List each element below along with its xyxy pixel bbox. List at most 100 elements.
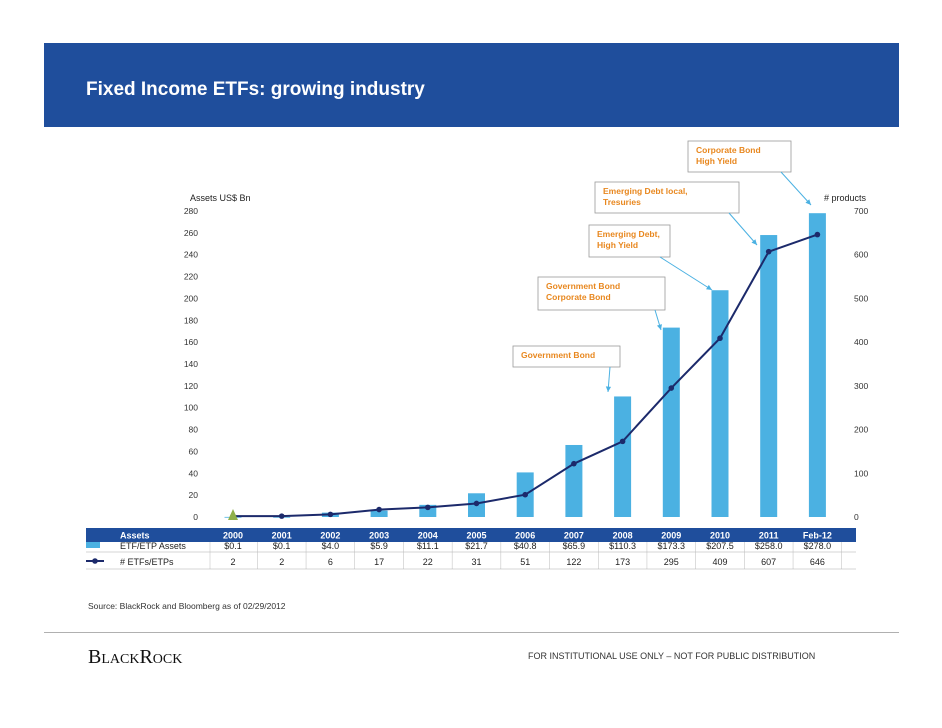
assets-value-2011: $258.0: [755, 541, 783, 551]
left-axis-tick-40: 40: [189, 468, 199, 478]
assets-value-2007: $65.9: [563, 541, 586, 551]
annotation-arrowhead-2009: [656, 324, 662, 330]
table-year-2006: 2006: [515, 531, 535, 541]
assets-value-2005: $21.7: [465, 541, 488, 551]
annotation-text-2009-0: Government Bond: [546, 281, 620, 291]
line-point-Feb-12: [814, 231, 821, 238]
bar-2008: [614, 396, 632, 517]
annotation-text-2011-0: Emerging Debt local,: [603, 186, 688, 196]
line-point-2007: [571, 460, 577, 467]
line-point-2004: [425, 504, 431, 511]
annotation-arrowhead-Feb-12: [805, 199, 811, 205]
table-year-2002: 2002: [320, 531, 340, 541]
products-value-2006: 51: [520, 557, 530, 567]
products-value-2007: 122: [566, 557, 581, 567]
table-year-2009: 2009: [661, 531, 681, 541]
products-value-Feb-12: 646: [810, 557, 825, 567]
annotation-text-Feb-12-1: High Yield: [696, 156, 737, 166]
assets-value-2006: $40.8: [514, 541, 537, 551]
table-year-2004: 2004: [418, 531, 438, 541]
blackrock-logo: BlackRock: [88, 646, 183, 668]
left-axis-tick-220: 220: [184, 272, 198, 282]
assets-value-2009: $173.3: [658, 541, 686, 551]
first-year-marker: [228, 509, 238, 520]
left-axis-tick-100: 100: [184, 403, 198, 413]
table-year-2003: 2003: [369, 531, 389, 541]
annotation-box-2010: [588, 224, 671, 258]
bar-2007: [565, 444, 583, 517]
line-point-2010: [717, 335, 723, 342]
annotation-text-2011-1: Tresuries: [603, 197, 641, 207]
assets-value-Feb-12: $278.0: [804, 541, 832, 551]
left-axis-tick-240: 240: [184, 250, 198, 260]
products-value-2005: 31: [471, 557, 481, 567]
distribution-disclaimer: FOR INSTITUTIONAL USE ONLY – NOT FOR PUB…: [528, 651, 816, 661]
line-point-2008: [619, 438, 626, 445]
assets-value-2010: $207.5: [706, 541, 734, 551]
table-header-label: Assets: [120, 531, 150, 541]
annotation-box-Feb-12: [687, 140, 792, 173]
left-axis-tick-280: 280: [184, 206, 198, 216]
annotation-arrow-2010: [659, 256, 713, 291]
right-axis-tick-500: 500: [854, 293, 868, 303]
assets-value-2003: $5.9: [370, 541, 388, 551]
assets-value-2008: $110.3: [609, 541, 636, 551]
annotation-arrow-Feb-12: [780, 171, 812, 206]
line-point-2011: [765, 248, 772, 255]
products-value-2001: 2: [279, 557, 284, 567]
table-year-2001: 2001: [272, 531, 292, 541]
left-axis-tick-80: 80: [189, 425, 199, 435]
table-year-Feb-12: Feb-12: [803, 531, 832, 541]
assets-value-2000: $0.1: [224, 541, 242, 551]
right-axis-tick-700: 700: [854, 206, 868, 216]
right-axis-label: # products: [824, 193, 867, 203]
table-header-row: [86, 528, 856, 542]
left-axis-tick-0: 0: [193, 512, 198, 522]
right-axis-tick-400: 400: [854, 337, 868, 347]
assets-value-2004: $11.1: [417, 541, 439, 551]
legend-bar-swatch: [86, 542, 100, 548]
bar-2003: [370, 510, 388, 517]
table-year-2007: 2007: [564, 531, 584, 541]
line-point-2002: [327, 511, 334, 518]
left-axis-tick-60: 60: [189, 446, 199, 456]
table-year-2005: 2005: [466, 531, 486, 541]
left-axis-tick-120: 120: [184, 381, 198, 391]
annotation-box-2009: [537, 276, 666, 311]
products-value-2000: 2: [230, 557, 235, 567]
annotation-text-2009-1: Corporate Bond: [546, 292, 611, 302]
annotation-arrowhead-2011: [751, 239, 757, 245]
table-row-label-assets: ETF/ETP Assets: [120, 541, 186, 551]
annotation-arrow-2011: [728, 212, 758, 246]
annotation-box-2008: [512, 345, 621, 368]
products-value-2004: 22: [423, 557, 433, 567]
annotation-text-2008-0: Government Bond: [521, 350, 595, 360]
annotation-arrowhead-2010: [706, 284, 712, 290]
table-year-2010: 2010: [710, 531, 730, 541]
annotation-text-Feb-12-0: Corporate Bond: [696, 145, 761, 155]
bar-Feb-12: [808, 213, 826, 517]
table-year-2008: 2008: [613, 531, 633, 541]
annotation-box-2011: [594, 181, 740, 214]
line-point-2003: [376, 506, 382, 513]
products-value-2009: 295: [664, 557, 679, 567]
legend-line-marker: [92, 558, 98, 564]
right-axis-tick-200: 200: [854, 425, 868, 435]
right-axis-tick-0: 0: [854, 512, 859, 522]
bar-2011: [760, 235, 778, 518]
products-value-2003: 17: [374, 557, 384, 567]
right-axis-tick-100: 100: [854, 468, 868, 478]
products-value-2011: 607: [761, 557, 776, 567]
left-axis-label: Assets US$ Bn: [190, 193, 251, 203]
line-point-2005: [473, 500, 480, 507]
left-axis-tick-140: 140: [184, 359, 198, 369]
left-axis-tick-20: 20: [189, 490, 199, 500]
annotation-text-2010-1: High Yield: [597, 240, 638, 250]
left-axis-tick-200: 200: [184, 293, 198, 303]
etf-growth-chart: 0 20 40 60 80 100 120 140 160 180 200 220 240 260 280 0…: [86, 140, 868, 570]
line-point-2006: [522, 491, 528, 498]
annotation-arrowhead-2008: [605, 386, 612, 392]
right-axis-tick-300: 300: [854, 381, 868, 391]
title-banner: Fixed Income ETFs: growing industry: [44, 43, 899, 127]
table-row-label-products: # ETFs/ETPs: [120, 557, 174, 567]
